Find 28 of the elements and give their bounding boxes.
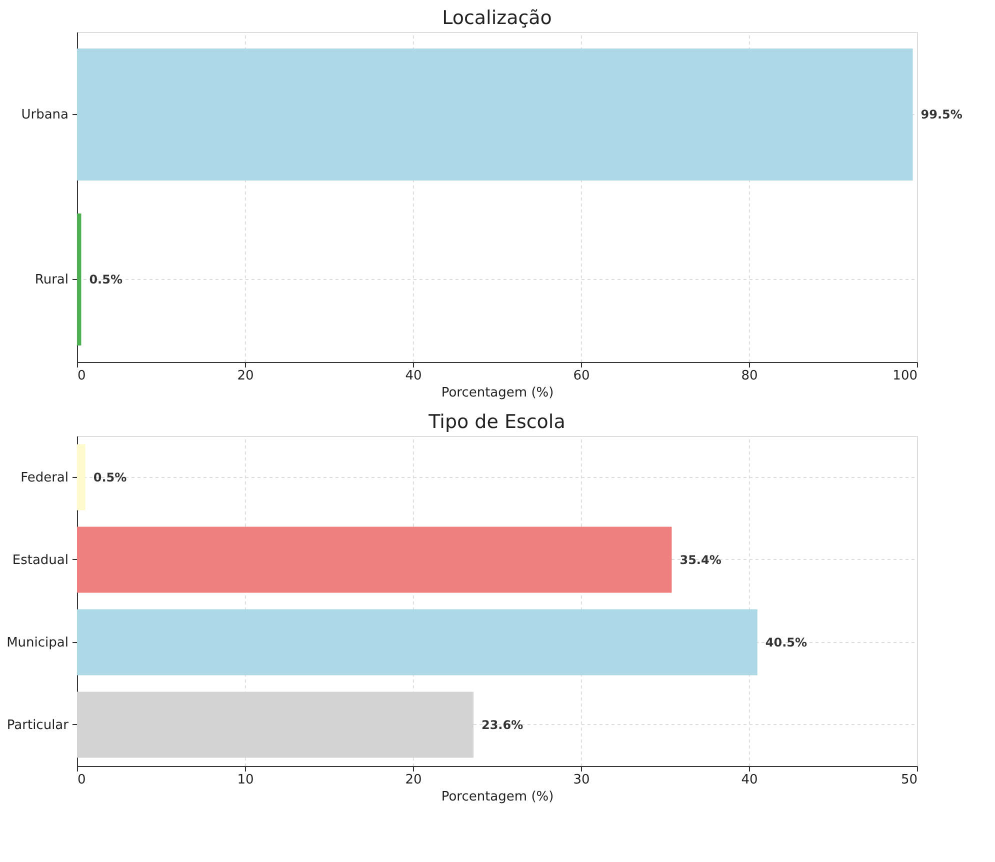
x-tick-label: 30 <box>573 772 590 788</box>
data-label: 35.4% <box>680 552 722 567</box>
data-label: 0.5% <box>89 272 122 286</box>
x-tick-label: 80 <box>741 368 758 384</box>
x-tick-label: 50 <box>900 772 918 788</box>
x-tick-label: 60 <box>573 368 590 384</box>
y-tick-label: Municipal <box>6 635 68 650</box>
x-tick-label: 0 <box>78 772 86 788</box>
chart-title: Localização <box>442 7 552 29</box>
y-tick-label: Urbana <box>21 108 68 122</box>
y-tick-label: Rural <box>34 272 68 288</box>
data-label: 40.5% <box>765 635 808 650</box>
data-label: 0.5% <box>93 470 127 484</box>
data-label: 99.5% <box>920 108 962 122</box>
x-axis-title: Porcentagem (%) <box>441 386 554 400</box>
x-tick-label: 40 <box>405 368 422 384</box>
x-tick-label: 20 <box>405 772 422 788</box>
y-tick-label: Particular <box>6 718 70 733</box>
x-tick-label: 20 <box>237 368 254 384</box>
x-tick-label: 10 <box>237 772 254 788</box>
x-tick-label: 0 <box>78 368 86 384</box>
x-axis-title: Porcentagem (%) <box>441 790 554 804</box>
y-tick-label: Estadual <box>12 552 68 568</box>
y-tick-label: Federal <box>20 470 68 486</box>
x-tick-label: 100 <box>892 368 918 384</box>
chart-title: Tipo de Escola <box>428 411 566 433</box>
data-label: 23.6% <box>481 718 524 732</box>
x-tick-label: 40 <box>741 772 758 788</box>
